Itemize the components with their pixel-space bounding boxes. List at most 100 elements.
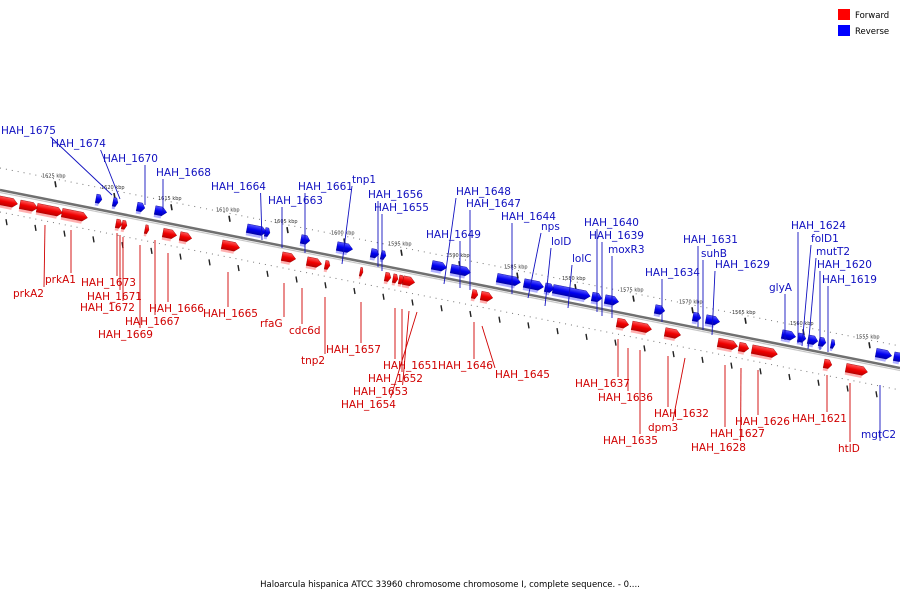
- reverse-gene[interactable]: [653, 304, 666, 318]
- gene-label-hah-1620[interactable]: HAH_1620: [817, 259, 872, 271]
- forward-gene[interactable]: [750, 344, 779, 361]
- gene-arrow[interactable]: [280, 251, 297, 264]
- forward-gene[interactable]: [358, 267, 364, 279]
- gene-label-tnp1[interactable]: tnp1: [352, 174, 376, 186]
- gene-label-hah-1639[interactable]: HAH_1639: [589, 230, 644, 242]
- reverse-gene[interactable]: [892, 351, 900, 365]
- gene-label-moxr3[interactable]: moxR3: [608, 244, 645, 256]
- gene-arrow[interactable]: [143, 224, 150, 235]
- forward-gene[interactable]: [391, 273, 399, 286]
- gene-arrow[interactable]: [0, 195, 18, 208]
- gene-label-hah-1667[interactable]: HAH_1667: [125, 316, 180, 328]
- gene-label-hah-1655[interactable]: HAH_1655: [374, 202, 429, 214]
- gene-label-hah-1665[interactable]: HAH_1665: [203, 308, 258, 320]
- gene-arrow[interactable]: [522, 278, 544, 292]
- gene-label-hah-1674[interactable]: HAH_1674: [51, 138, 106, 150]
- gene-label-dpm3[interactable]: dpm3: [648, 422, 678, 434]
- gene-arrow[interactable]: [401, 275, 416, 287]
- gene-label-hah-1629[interactable]: HAH_1629: [715, 259, 770, 271]
- gene-arrow[interactable]: [323, 260, 331, 270]
- gene-label-hah-1635[interactable]: HAH_1635: [603, 435, 658, 447]
- reverse-gene[interactable]: [430, 260, 448, 275]
- forward-gene[interactable]: [161, 228, 178, 242]
- gene-arrow[interactable]: [94, 193, 103, 204]
- reverse-gene[interactable]: [495, 273, 522, 289]
- gene-label-hah-1619[interactable]: HAH_1619: [822, 274, 877, 286]
- gene-arrow[interactable]: [358, 267, 364, 277]
- gene-arrow[interactable]: [305, 256, 323, 269]
- forward-gene[interactable]: [18, 199, 39, 215]
- gene-arrow[interactable]: [379, 250, 387, 261]
- gene-label-hah-1645[interactable]: HAH_1645: [495, 369, 550, 381]
- gene-label-hah-1671[interactable]: HAH_1671: [87, 291, 142, 303]
- gene-arrow[interactable]: [479, 290, 494, 302]
- forward-gene[interactable]: [114, 218, 123, 232]
- reverse-gene[interactable]: [263, 227, 271, 240]
- reverse-gene[interactable]: [691, 311, 702, 325]
- gene-arrow[interactable]: [114, 218, 123, 229]
- gene-label-hah-1628[interactable]: HAH_1628: [691, 442, 746, 454]
- reverse-gene[interactable]: [874, 348, 893, 362]
- forward-gene[interactable]: [120, 219, 128, 233]
- gene-arrow[interactable]: [829, 339, 836, 349]
- gene-label-hah-1631[interactable]: HAH_1631: [683, 234, 738, 246]
- gene-label-hah-1669[interactable]: HAH_1669: [98, 329, 153, 341]
- gene-arrow[interactable]: [391, 273, 399, 284]
- forward-gene[interactable]: [143, 224, 150, 237]
- reverse-gene[interactable]: [111, 197, 119, 210]
- gene-label-hah-1648[interactable]: HAH_1648: [456, 186, 511, 198]
- gene-arrow[interactable]: [844, 363, 868, 376]
- gene-label-hah-1624[interactable]: HAH_1624: [791, 220, 846, 232]
- forward-gene[interactable]: [822, 358, 833, 372]
- gene-arrow[interactable]: [615, 317, 630, 329]
- gene-label-glya[interactable]: glyA: [769, 282, 793, 294]
- reverse-gene[interactable]: [94, 193, 103, 207]
- gene-arrow[interactable]: [161, 228, 178, 240]
- gene-arrow[interactable]: [430, 260, 448, 273]
- gene-arrow[interactable]: [663, 327, 681, 340]
- gene-label-hah-1644[interactable]: HAH_1644: [501, 211, 556, 223]
- gene-arrow[interactable]: [874, 348, 892, 360]
- gene-label-hah-1627[interactable]: HAH_1627: [710, 428, 765, 440]
- gene-arrow[interactable]: [737, 342, 750, 353]
- reverse-gene[interactable]: [379, 250, 387, 263]
- gene-arrow[interactable]: [590, 291, 603, 303]
- gene-label-cdc6d[interactable]: cdc6d: [289, 325, 321, 337]
- gene-label-lolc[interactable]: lolC: [572, 253, 592, 265]
- reverse-gene[interactable]: [153, 205, 168, 220]
- gene-label-hah-1636[interactable]: HAH_1636: [598, 392, 653, 404]
- gene-label-hah-1646[interactable]: HAH_1646: [438, 360, 493, 372]
- gene-arrow[interactable]: [630, 320, 652, 334]
- gene-label-hah-1664[interactable]: HAH_1664: [211, 181, 266, 193]
- gene-arrow[interactable]: [822, 358, 833, 370]
- gene-arrow[interactable]: [60, 208, 88, 222]
- reverse-gene[interactable]: [449, 264, 472, 279]
- forward-gene[interactable]: [663, 327, 682, 342]
- gene-label-hah-1651[interactable]: HAH_1651: [383, 360, 438, 372]
- gene-arrow[interactable]: [817, 336, 827, 347]
- gene-label-hah-1652[interactable]: HAH_1652: [368, 373, 423, 385]
- gene-arrow[interactable]: [603, 294, 620, 307]
- gene-label-mutt2[interactable]: mutT2: [816, 246, 850, 258]
- forward-gene[interactable]: [35, 203, 64, 219]
- gene-label-hah-1666[interactable]: HAH_1666: [149, 303, 204, 315]
- gene-label-hah-1634[interactable]: HAH_1634: [645, 267, 700, 279]
- gene-arrow[interactable]: [691, 311, 702, 323]
- gene-arrow[interactable]: [495, 273, 521, 287]
- forward-gene[interactable]: [401, 275, 416, 290]
- gene-arrow[interactable]: [369, 248, 380, 259]
- reverse-gene[interactable]: [817, 336, 827, 350]
- gene-label-hah-1626[interactable]: HAH_1626: [735, 416, 790, 428]
- reverse-gene[interactable]: [551, 284, 592, 303]
- gene-arrow[interactable]: [383, 271, 392, 282]
- gene-arrow[interactable]: [135, 201, 146, 213]
- reverse-gene[interactable]: [590, 291, 603, 305]
- gene-arrow[interactable]: [470, 289, 479, 300]
- forward-gene[interactable]: [305, 256, 323, 271]
- reverse-gene[interactable]: [796, 332, 807, 346]
- gene-label-hah-1647[interactable]: HAH_1647: [466, 198, 521, 210]
- gene-label-hah-1675[interactable]: HAH_1675: [1, 125, 56, 137]
- gene-label-hah-1637[interactable]: HAH_1637: [575, 378, 630, 390]
- forward-gene[interactable]: [470, 289, 479, 302]
- gene-arrow[interactable]: [551, 284, 591, 300]
